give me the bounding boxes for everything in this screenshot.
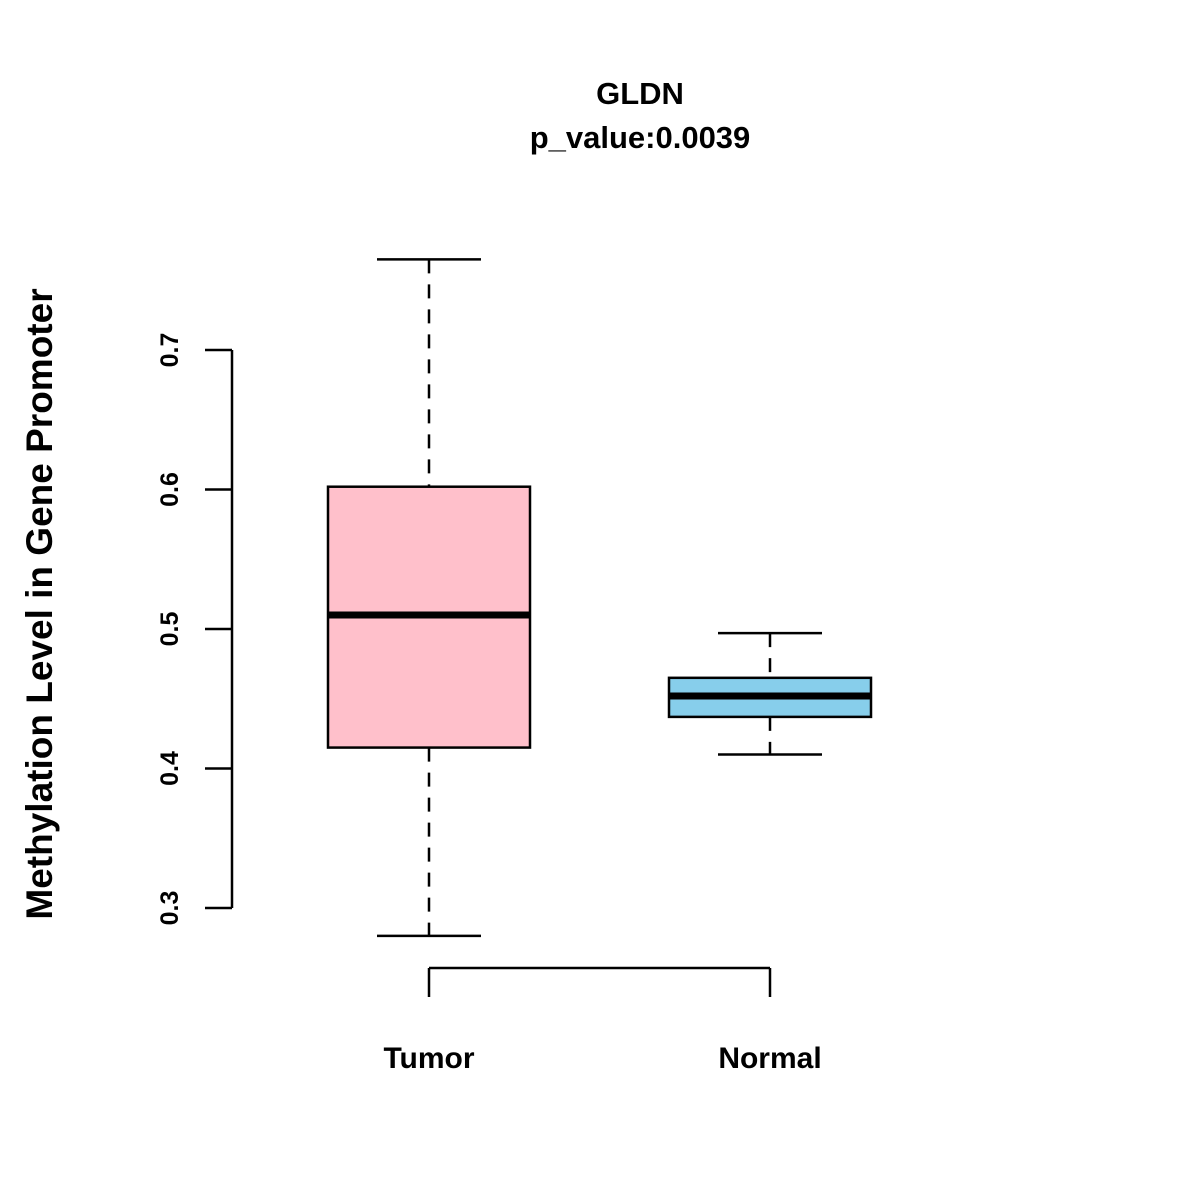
y-tick-label: 0.7 [156,333,184,368]
chart-title: GLDN [596,76,684,111]
chart-subtitle: p_value:0.0039 [529,120,751,155]
x-category-label: Normal [718,1042,821,1075]
y-tick-label: 0.5 [156,612,184,647]
y-tick-label: 0.4 [156,751,184,786]
y-tick-label: 0.3 [156,891,184,926]
x-category-label: Tumor [383,1042,474,1075]
y-tick-label: 0.6 [156,472,184,507]
